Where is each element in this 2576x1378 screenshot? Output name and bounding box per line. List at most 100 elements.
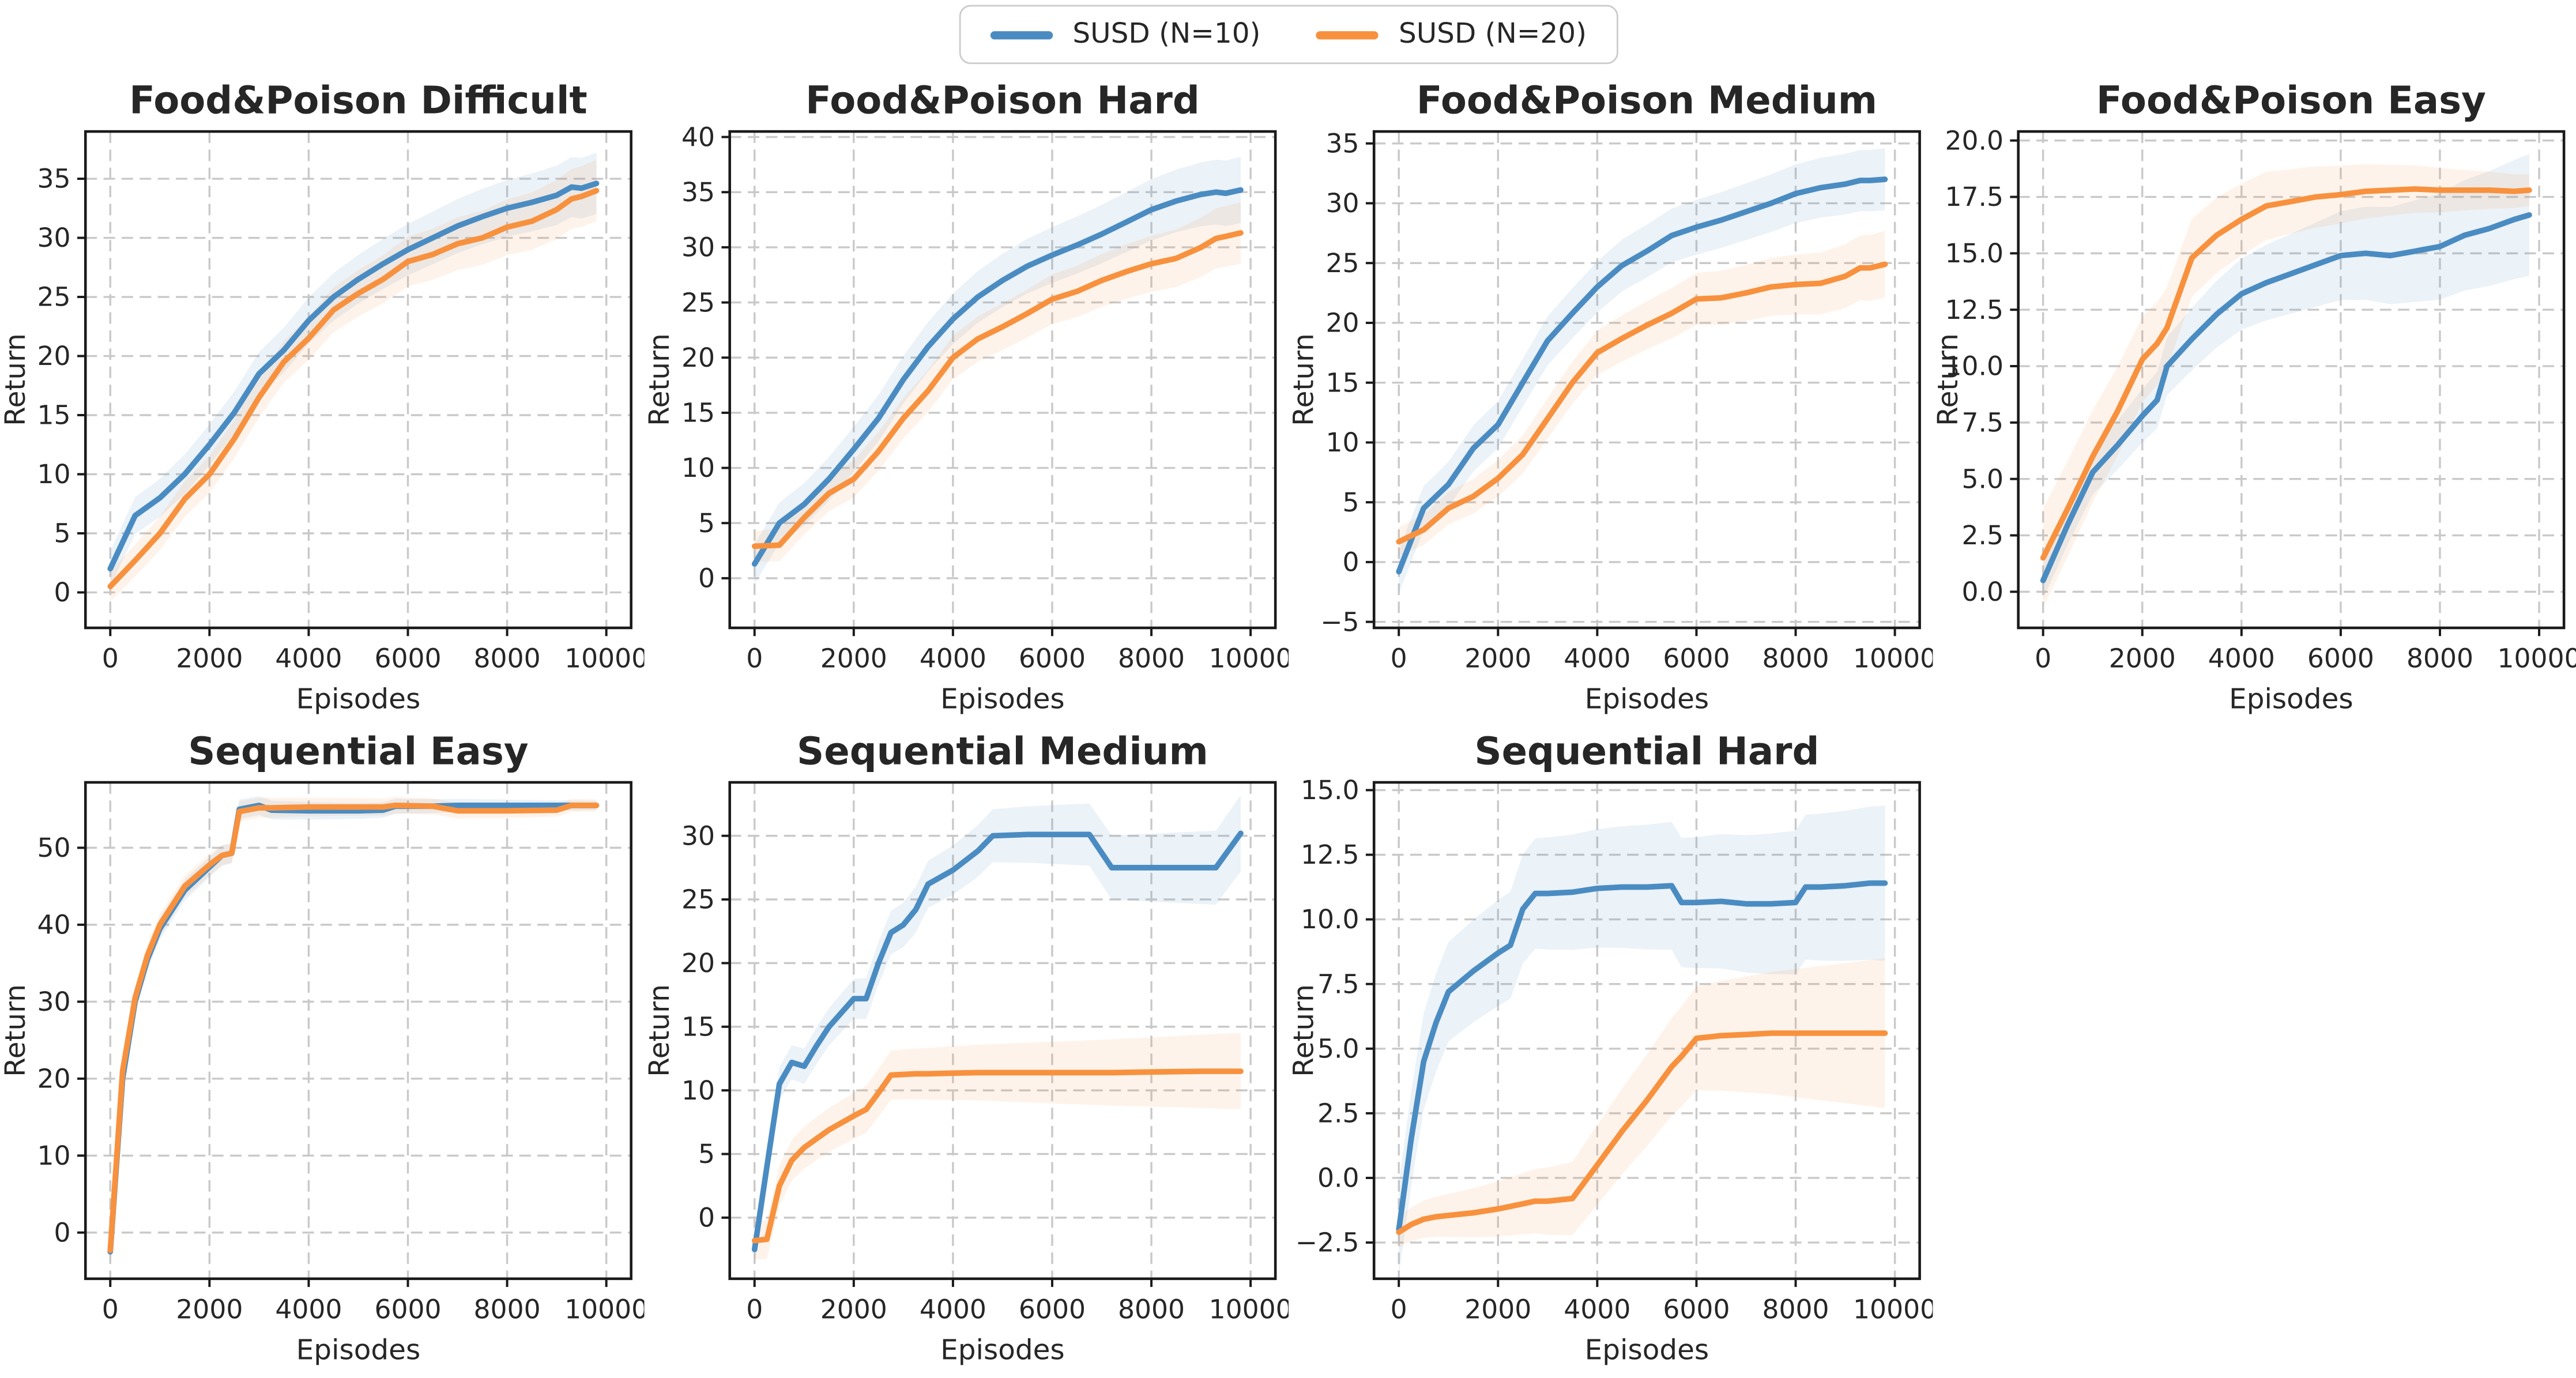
grid-lines: [2018, 131, 2564, 628]
y-tick-label: 30: [681, 820, 715, 851]
confidence-band-susd-n-10: [2043, 154, 2529, 599]
chart-title: Sequential Hard: [1474, 730, 1819, 774]
series-line-susd-n-10: [751, 830, 1244, 1252]
x-tick-label: 4000: [275, 643, 342, 673]
chart-food-poison-hard: 0 2000 4000 6000 8000 10000 0 5 10 15 20 25 30 35 40 Fo…: [643, 79, 1292, 716]
x-tick-label: 0: [1391, 1294, 1407, 1324]
y-tick-label: 0.0: [1961, 577, 2003, 607]
confidence-band-susd-n-20: [754, 202, 1241, 562]
series-line-susd-n-20: [751, 230, 1244, 549]
confidence-band-susd-n-10: [110, 796, 597, 1264]
axis-ticks: 0 2000 4000 6000 8000 10000 0 5 10 15 20 25 30 35: [37, 164, 649, 674]
x-axis-label: Episodes: [940, 683, 1065, 716]
y-tick-label: 0: [54, 577, 71, 608]
y-tick-label: 5: [54, 518, 71, 549]
series-line-susd-n-10: [751, 187, 1244, 567]
y-tick-label: 5: [1342, 487, 1359, 518]
series-line-susd-n-20: [1396, 1030, 1888, 1236]
y-tick-label: 30: [37, 223, 71, 253]
x-tick-label: 8000: [474, 1294, 541, 1324]
x-tick-label: 8000: [1762, 643, 1829, 673]
chart-food-poison-difficult: 0 2000 4000 6000 8000 10000 0 5 10 15 20 25 30 35 Food…: [0, 79, 649, 716]
x-tick-label: 6000: [1663, 1294, 1730, 1324]
x-axis-label: Episodes: [940, 1334, 1065, 1366]
x-tick-label: 4000: [275, 1294, 342, 1324]
x-tick-label: 4000: [2208, 643, 2275, 673]
y-tick-label: 2.5: [1317, 1098, 1359, 1129]
y-tick-label: 15: [681, 398, 715, 428]
x-tick-label: 8000: [2406, 643, 2473, 673]
y-tick-label: 0: [54, 1217, 71, 1248]
axes-spines: [84, 781, 632, 1281]
y-tick-label: 35: [1325, 128, 1359, 159]
y-tick-label: 17.5: [1945, 182, 2003, 212]
y-tick-label: 15: [37, 400, 71, 431]
series-line-susd-n-10: [107, 180, 600, 572]
axes-spines: [728, 130, 1277, 630]
y-tick-label: 2.5: [1961, 520, 2003, 551]
series-line-susd-n-10: [1396, 176, 1888, 575]
y-tick-label: 10: [37, 459, 71, 490]
y-tick-label: 25: [681, 287, 715, 318]
chart-title: Sequential Medium: [797, 730, 1208, 774]
chart-title: Food&Poison Easy: [2096, 79, 2486, 123]
x-tick-label: 6000: [2307, 643, 2374, 673]
x-tick-label: 2000: [1464, 1294, 1531, 1324]
x-tick-label: 4000: [1564, 1294, 1630, 1324]
legend: SUSD (N=10) SUSD (N=20): [959, 5, 1618, 65]
y-tick-label: 15.0: [1945, 238, 2003, 269]
legend-label: SUSD (N=10): [1072, 18, 1261, 51]
chart-cell-food-poison-difficult: 0 2000 4000 6000 8000 10000 0 5 10 15 20 25 30 35 Food…: [0, 72, 649, 723]
axes-spines: [2017, 130, 2566, 630]
y-tick-label: 20: [37, 1063, 71, 1094]
axis-ticks: 0 2000 4000 6000 8000 10000 0 5 10 15 20 25 30: [681, 820, 1293, 1324]
x-axis-label: Episodes: [296, 683, 421, 716]
y-axis-label: Return: [0, 333, 32, 426]
grid-lines: [1374, 131, 1920, 628]
axes-spines: [728, 781, 1277, 1281]
confidence-band-susd-n-20: [754, 1033, 1241, 1260]
series-line-susd-n-20: [2040, 186, 2532, 561]
y-tick-label: 10: [681, 1075, 715, 1106]
y-tick-label: 35: [681, 177, 715, 208]
chart-cell-sequential-easy: 0 2000 4000 6000 8000 10000 0 10 20 30 40 50 Sequent…: [0, 723, 648, 1374]
chart-title: Sequential Easy: [188, 730, 528, 774]
y-tick-label: 7.5: [1961, 408, 2003, 438]
x-axis-label: Episodes: [296, 1334, 421, 1366]
x-tick-label: 0: [1391, 643, 1407, 673]
x-tick-label: 10000: [564, 643, 644, 673]
legend-item-susd-n20: SUSD (N=20): [1316, 18, 1587, 51]
axis-ticks: 0 2000 4000 6000 8000 10000 −2.5 0.0 2.5 5.0 7.5 10…: [1295, 775, 1937, 1324]
x-tick-label: 0: [746, 1294, 763, 1324]
y-tick-label: 20: [681, 948, 715, 978]
y-tick-label: 7.5: [1317, 969, 1359, 999]
y-tick-label: 5: [698, 508, 715, 539]
x-tick-label: 2000: [1464, 643, 1531, 673]
chart-sequential-easy: 0 2000 4000 6000 8000 10000 0 10 20 30 40 50 Sequent…: [0, 730, 648, 1366]
confidence-band-susd-n-20: [2043, 164, 2529, 608]
axes-spines: [1372, 130, 1921, 630]
legend-item-susd-n10: SUSD (N=10): [990, 18, 1261, 51]
confidence-band-susd-n-20: [1399, 231, 1885, 556]
y-tick-label: 0: [698, 1203, 715, 1233]
y-tick-label: 0: [698, 563, 715, 594]
x-tick-label: 10000: [564, 1294, 644, 1324]
x-tick-label: 6000: [374, 1294, 441, 1324]
y-tick-label: 5.0: [1961, 464, 2003, 494]
series-line-susd-n-10: [2040, 212, 2532, 583]
axes-spines: [84, 130, 632, 630]
chart-sequential-hard: 0 2000 4000 6000 8000 10000 −2.5 0.0 2.5 5.0 7.5 10…: [1288, 730, 1937, 1366]
chart-food-poison-medium: 0 2000 4000 6000 8000 10000 −5 0 5 10 15 20 25 30 35 Fo…: [1288, 79, 1937, 716]
series-line-susd-n-20: [107, 802, 600, 1253]
x-tick-label: 8000: [1762, 1294, 1829, 1324]
series-line-susd-n-10: [1396, 880, 1888, 1233]
x-tick-label: 10000: [1209, 643, 1289, 673]
x-tick-label: 8000: [474, 643, 541, 673]
y-tick-label: −5: [1320, 607, 1359, 637]
y-tick-label: 20: [1325, 308, 1359, 338]
x-axis-label: Episodes: [1585, 683, 1709, 716]
y-tick-label: 40: [681, 122, 715, 152]
axes-spines: [1372, 781, 1921, 1281]
y-tick-label: 30: [1325, 188, 1359, 219]
x-tick-label: 0: [102, 1294, 119, 1324]
